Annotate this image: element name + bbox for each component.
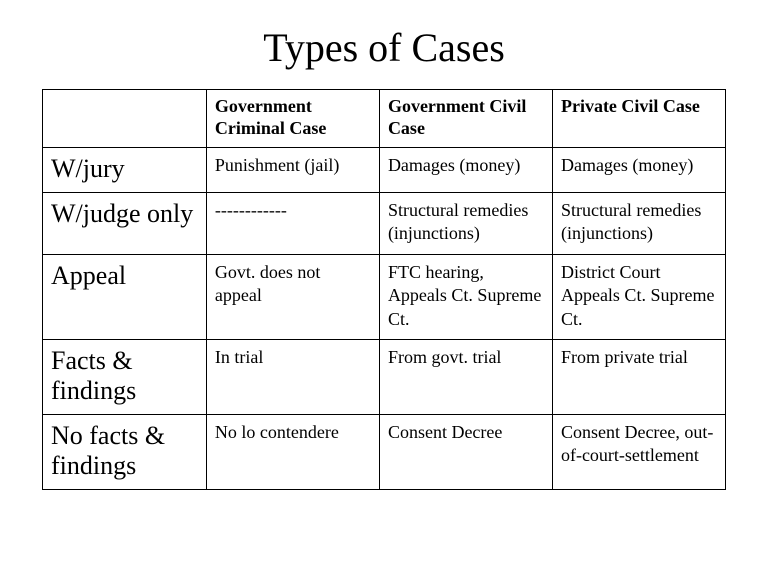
table-container: Government Criminal Case Government Civi… — [0, 89, 768, 490]
cell: Consent Decree, out-of-court-settlement — [552, 414, 725, 489]
rowhead-appeal: Appeal — [43, 254, 207, 339]
table-row: Appeal Govt. does not appeal FTC hearing… — [43, 254, 726, 339]
header-row: Government Criminal Case Government Civi… — [43, 90, 726, 148]
cell: In trial — [206, 340, 379, 415]
cell: ------------ — [206, 193, 379, 255]
page-title: Types of Cases — [0, 0, 768, 89]
table-row: No facts & findings No lo contendere Con… — [43, 414, 726, 489]
cell: From private trial — [552, 340, 725, 415]
cell: Consent Decree — [379, 414, 552, 489]
table-row: Facts & findings In trial From govt. tri… — [43, 340, 726, 415]
rowhead-facts: Facts & findings — [43, 340, 207, 415]
table-row: W/jury Punishment (jail) Damages (money)… — [43, 148, 726, 193]
cell: Structural remedies (injunctions) — [552, 193, 725, 255]
cell: FTC hearing, Appeals Ct. Supreme Ct. — [379, 254, 552, 339]
header-gov-civil: Government Civil Case — [379, 90, 552, 148]
rowhead-wjudge: W/judge only — [43, 193, 207, 255]
header-empty — [43, 90, 207, 148]
cell: Damages (money) — [379, 148, 552, 193]
cell: Structural remedies (injunctions) — [379, 193, 552, 255]
cell: No lo contendere — [206, 414, 379, 489]
cell: District Court Appeals Ct. Supreme Ct. — [552, 254, 725, 339]
table-row: W/judge only ------------ Structural rem… — [43, 193, 726, 255]
cell: Punishment (jail) — [206, 148, 379, 193]
cell: Govt. does not appeal — [206, 254, 379, 339]
cases-table: Government Criminal Case Government Civi… — [42, 89, 726, 490]
header-gov-criminal: Government Criminal Case — [206, 90, 379, 148]
rowhead-nofacts: No facts & findings — [43, 414, 207, 489]
cell: From govt. trial — [379, 340, 552, 415]
rowhead-wjury: W/jury — [43, 148, 207, 193]
header-private-civil: Private Civil Case — [552, 90, 725, 148]
cell: Damages (money) — [552, 148, 725, 193]
